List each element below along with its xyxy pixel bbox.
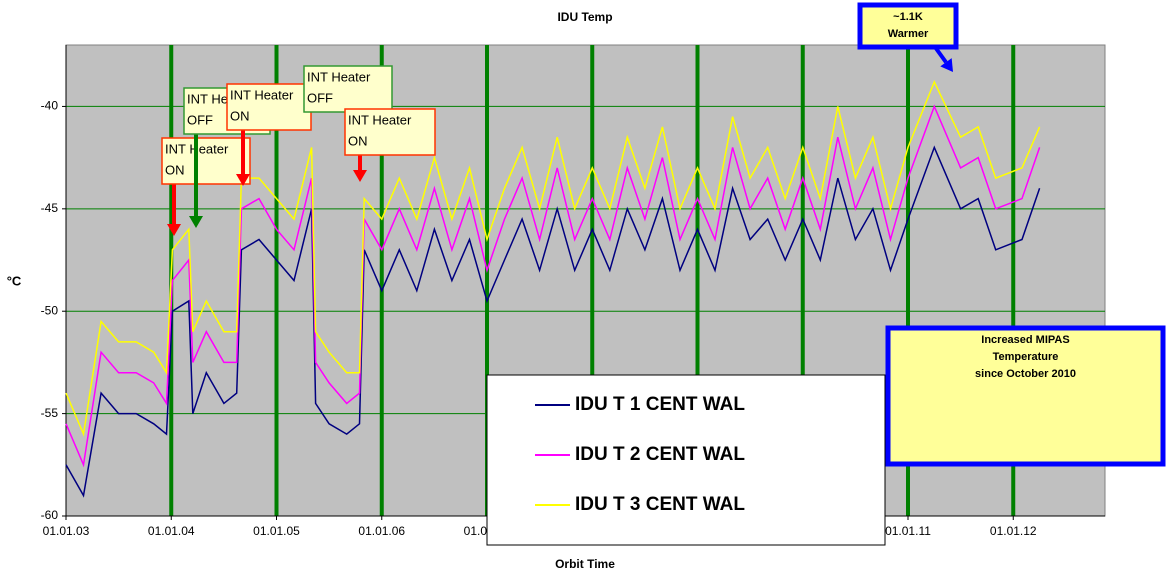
series-line bbox=[65, 80, 1041, 437]
annotation-arrowhead bbox=[940, 58, 953, 72]
y-tick-label: -55 bbox=[41, 406, 59, 420]
annotation: INT Heater ON bbox=[344, 108, 436, 182]
annotation-arrow bbox=[933, 45, 948, 64]
annotation-arrowhead bbox=[167, 224, 181, 236]
legend-label: IDU T 1 CENT WAL bbox=[575, 394, 745, 415]
legend-label: IDU T 2 CENT WAL bbox=[575, 444, 745, 465]
annotation: Increased MIPAS Temperature since October … bbox=[885, 325, 1166, 467]
legend: IDU T 1 CENT WAL IDU T 2 CENT WAL IDU T 3 … bbox=[486, 374, 886, 546]
annotation-text: Temperature bbox=[993, 351, 1059, 363]
annotation-text: Increased MIPAS bbox=[981, 334, 1069, 346]
annotation: INT Heater ON bbox=[226, 83, 312, 186]
annotation-text: INT Heater bbox=[348, 112, 412, 127]
chart-title: IDU Temp bbox=[557, 10, 612, 24]
y-tick-label: -60 bbox=[41, 508, 59, 522]
annotation-box bbox=[857, 2, 959, 50]
annotation-text: INT Heater bbox=[230, 87, 294, 102]
annotation-text: ON bbox=[165, 162, 185, 177]
annotation-box bbox=[226, 83, 312, 131]
annotation-text: since October 2010 bbox=[975, 368, 1076, 380]
annotation-text: OFF bbox=[307, 90, 333, 105]
annotation: ~1.1K Warmer bbox=[857, 2, 959, 72]
x-tick-label: 01.01.11 bbox=[885, 524, 931, 538]
annotation: INT Heater OFF bbox=[303, 65, 393, 113]
y-tick-label: -50 bbox=[41, 303, 59, 317]
annotation-box bbox=[885, 325, 1166, 467]
x-tick-label: 01.01.12 bbox=[990, 524, 1037, 538]
series-line bbox=[65, 104, 1041, 468]
annotation-arrowhead bbox=[189, 216, 203, 228]
annotation-text: ON bbox=[230, 108, 250, 123]
annotation-text: ~1.1K bbox=[893, 11, 923, 23]
y-axis-label: °C bbox=[7, 273, 22, 288]
legend-box bbox=[486, 374, 886, 546]
y-tick-label: -45 bbox=[41, 201, 59, 215]
annotation-text: INT Heater bbox=[307, 69, 371, 84]
annotation-text: Warmer bbox=[888, 28, 929, 40]
annotation-arrowhead bbox=[236, 174, 250, 186]
series-line bbox=[65, 145, 1041, 498]
x-axis-label: Orbit Time bbox=[555, 557, 615, 571]
annotation-text: ON bbox=[348, 133, 368, 148]
x-tick-label: 01.01.04 bbox=[148, 524, 195, 538]
annotation-box bbox=[344, 108, 436, 156]
legend-label: IDU T 3 CENT WAL bbox=[575, 494, 745, 515]
x-tick-label: 01.01.06 bbox=[358, 524, 405, 538]
x-tick-label: 01.01.05 bbox=[253, 524, 300, 538]
x-tick-label: 01.01.03 bbox=[43, 524, 90, 538]
annotation-text: OFF bbox=[187, 112, 213, 127]
annotation-box bbox=[303, 65, 393, 113]
annotation-box bbox=[161, 137, 251, 185]
annotation-arrowhead bbox=[353, 170, 367, 182]
y-tick-label: -40 bbox=[41, 99, 59, 113]
